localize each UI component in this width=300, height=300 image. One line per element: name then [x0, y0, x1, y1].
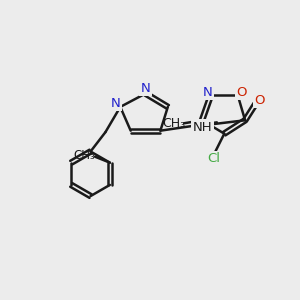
Text: CH₃: CH₃ — [162, 117, 185, 130]
Text: NH: NH — [193, 121, 212, 134]
Text: N: N — [202, 86, 212, 99]
Text: N: N — [141, 82, 150, 95]
Text: O: O — [236, 86, 247, 99]
Text: N: N — [111, 97, 121, 110]
Text: Cl: Cl — [207, 152, 220, 165]
Text: CH₃: CH₃ — [74, 149, 95, 162]
Text: O: O — [254, 94, 265, 107]
